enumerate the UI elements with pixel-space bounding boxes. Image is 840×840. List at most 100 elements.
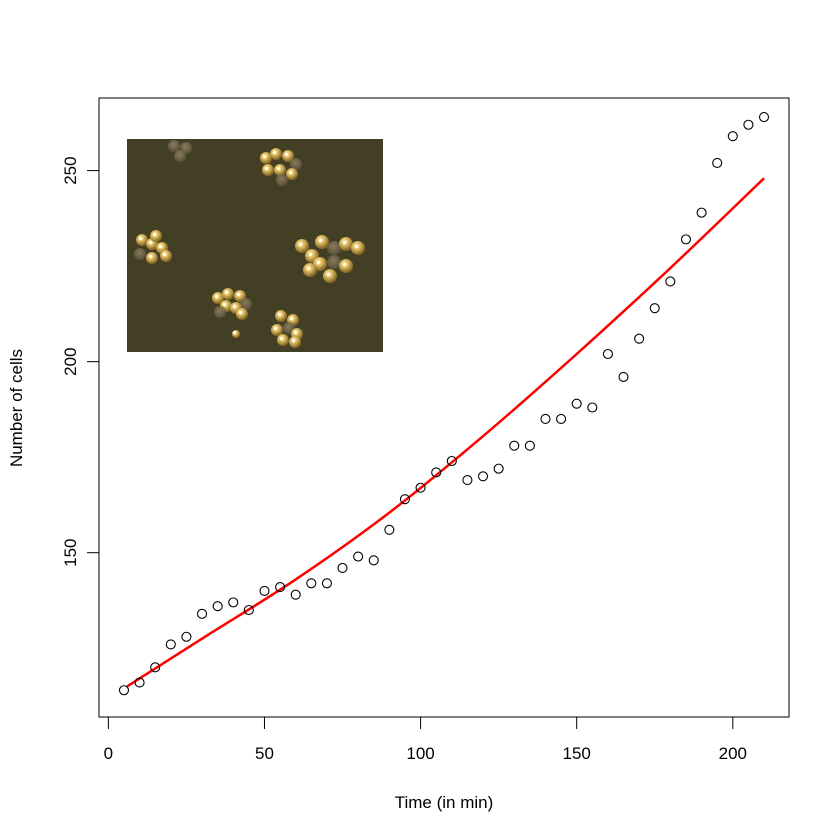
inset-cell-highlight: [138, 236, 143, 241]
y-tick-label: 250: [61, 156, 80, 184]
inset-cell: [270, 148, 282, 160]
data-point: [727, 131, 738, 142]
data-point: [228, 597, 239, 608]
inset-cell-highlight: [262, 154, 267, 159]
inset-cell: [260, 152, 272, 164]
inset-cell: [295, 239, 309, 253]
inset-cell: [303, 263, 317, 277]
fit-curve-layer: [126, 177, 765, 688]
data-point: [134, 677, 145, 688]
inset-cell-highlight: [224, 290, 229, 295]
data-point: [290, 589, 301, 600]
inset-cell-highlight: [232, 330, 237, 335]
data-point: [118, 685, 130, 696]
inset-cell-highlight: [308, 252, 313, 257]
data-point: [649, 303, 660, 314]
inset-cell: [274, 164, 286, 176]
inset-cell: [271, 324, 283, 336]
data-point: [634, 333, 645, 344]
data-point: [181, 631, 192, 642]
inset-cell-highlight: [222, 302, 227, 307]
inset-cell: [146, 252, 158, 264]
inset-cell: [323, 269, 337, 283]
data-point: [306, 578, 317, 589]
inset-cell-highlight: [273, 326, 278, 331]
inset-cell-highlight: [276, 166, 281, 171]
data-point: [243, 604, 254, 616]
inset-cell: [277, 334, 289, 346]
inset-cell-highlight: [318, 238, 323, 243]
inset-cell-highlight: [284, 152, 289, 157]
data-point: [524, 440, 535, 451]
data-point: [696, 207, 707, 218]
data-point: [556, 413, 567, 425]
data-point: [680, 234, 692, 245]
inset-cell-highlight: [326, 272, 331, 277]
data-point: [399, 494, 411, 505]
data-point: [368, 555, 379, 566]
data-points-layer: [118, 112, 770, 696]
inset-cell-highlight: [238, 310, 243, 315]
inset-cell: [222, 288, 234, 300]
inset-cell: [351, 241, 365, 255]
inset-cell: [160, 250, 172, 262]
data-point: [446, 455, 457, 467]
data-point: [212, 601, 223, 612]
data-point: [602, 348, 613, 360]
y-tick-label: 200: [61, 347, 80, 375]
inset-cell: [174, 150, 186, 162]
inset-cell-highlight: [298, 242, 303, 247]
inset-cell-highlight: [316, 260, 321, 265]
inset-cell: [339, 237, 353, 251]
inset-cell: [276, 174, 288, 186]
inset-cell: [212, 292, 224, 304]
inset-cell: [289, 336, 301, 348]
inset-cell-highlight: [306, 266, 311, 271]
inset-cell: [134, 248, 146, 260]
inset-cell: [168, 140, 180, 152]
data-point: [493, 463, 504, 474]
inset-cell: [339, 259, 353, 273]
data-point: [431, 467, 442, 478]
data-point: [571, 398, 582, 409]
y-axis: 150 200 250: [61, 156, 100, 567]
x-tick-label: 0: [104, 744, 113, 763]
data-point: [196, 608, 208, 619]
inset-cell-highlight: [236, 292, 241, 297]
data-point: [275, 582, 286, 593]
data-point: [384, 524, 395, 535]
inset-cell: [136, 234, 148, 246]
inset-cell-highlight: [293, 330, 298, 335]
inset-cell: [282, 150, 294, 162]
data-point: [758, 112, 770, 123]
x-tick-label: 200: [719, 744, 747, 763]
x-tick-label: 50: [255, 744, 274, 763]
inset-cell: [327, 241, 341, 255]
y-axis-title: Number of cells: [7, 349, 26, 467]
inset-cell-highlight: [342, 262, 347, 267]
data-point: [353, 551, 364, 562]
data-point: [618, 371, 629, 382]
data-point: [477, 471, 489, 482]
data-point: [509, 440, 520, 451]
data-point: [712, 157, 723, 169]
inset-cell-highlight: [279, 336, 284, 341]
inset-cell: [232, 330, 240, 338]
inset-cell-highlight: [152, 232, 157, 237]
inset-cell: [286, 168, 298, 180]
data-point: [165, 639, 176, 650]
fit-curve: [126, 177, 765, 688]
inset-cell: [262, 164, 274, 176]
data-point: [462, 475, 473, 486]
y-tick-label: 150: [61, 539, 80, 567]
inset-cell-highlight: [148, 240, 153, 245]
data-point: [665, 276, 676, 287]
inset-cell: [240, 298, 252, 310]
x-tick-label: 150: [563, 744, 591, 763]
inset-cell-highlight: [277, 312, 282, 317]
inset-cell: [214, 306, 226, 318]
inset-cell-highlight: [272, 150, 277, 155]
data-point: [337, 562, 348, 574]
data-point: [743, 119, 754, 130]
